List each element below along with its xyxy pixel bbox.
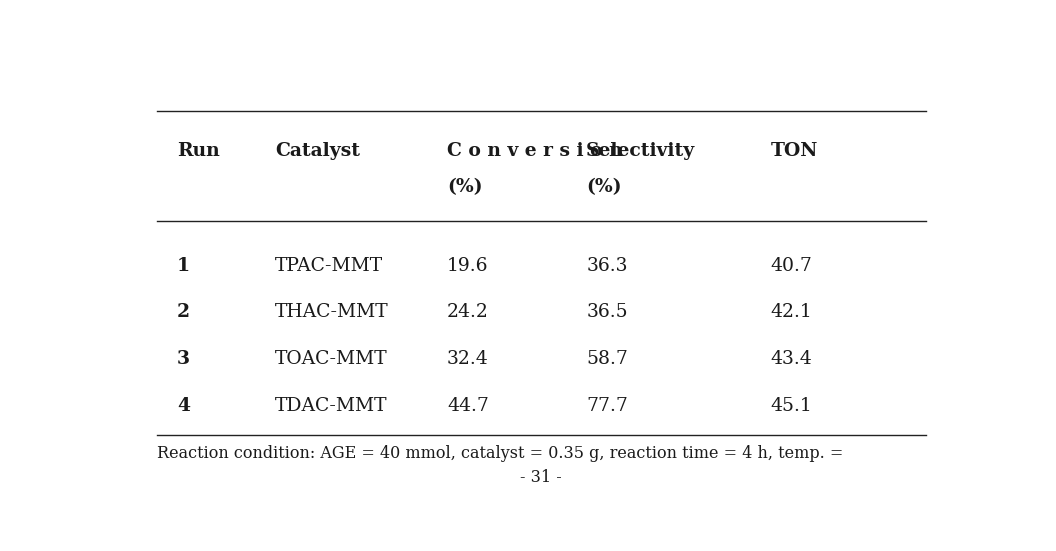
Text: 45.1: 45.1: [771, 397, 812, 414]
Text: Reaction condition: AGE = 40 mmol, catalyst = 0.35 g, reaction time = 4 h, temp.: Reaction condition: AGE = 40 mmol, catal…: [156, 445, 843, 462]
Text: 40.7: 40.7: [771, 257, 812, 274]
Text: 3: 3: [177, 350, 190, 368]
Text: TDAC-MMT: TDAC-MMT: [276, 397, 388, 414]
Text: 32.4: 32.4: [447, 350, 489, 368]
Text: 4: 4: [177, 397, 190, 414]
Text: 19.6: 19.6: [447, 257, 489, 274]
Text: 44.7: 44.7: [447, 397, 489, 414]
Text: 43.4: 43.4: [771, 350, 812, 368]
Text: THAC-MMT: THAC-MMT: [276, 303, 389, 321]
Text: Selectivity: Selectivity: [586, 142, 696, 160]
Text: 58.7: 58.7: [586, 350, 628, 368]
Text: TOAC-MMT: TOAC-MMT: [276, 350, 388, 368]
Text: 77.7: 77.7: [586, 397, 628, 414]
Text: (%): (%): [586, 178, 622, 196]
Text: Catalyst: Catalyst: [276, 142, 360, 160]
Text: (%): (%): [447, 178, 483, 196]
Text: 36.3: 36.3: [586, 257, 627, 274]
Text: TPAC-MMT: TPAC-MMT: [276, 257, 383, 274]
Text: 2: 2: [177, 303, 190, 321]
Text: TON: TON: [771, 142, 817, 160]
Text: 1: 1: [177, 257, 190, 274]
Text: 42.1: 42.1: [771, 303, 812, 321]
Text: Run: Run: [177, 142, 220, 160]
Text: C o n v e r s i o n: C o n v e r s i o n: [447, 142, 623, 160]
Text: - 31 -: - 31 -: [521, 469, 562, 486]
Text: 24.2: 24.2: [447, 303, 489, 321]
Text: 36.5: 36.5: [586, 303, 628, 321]
